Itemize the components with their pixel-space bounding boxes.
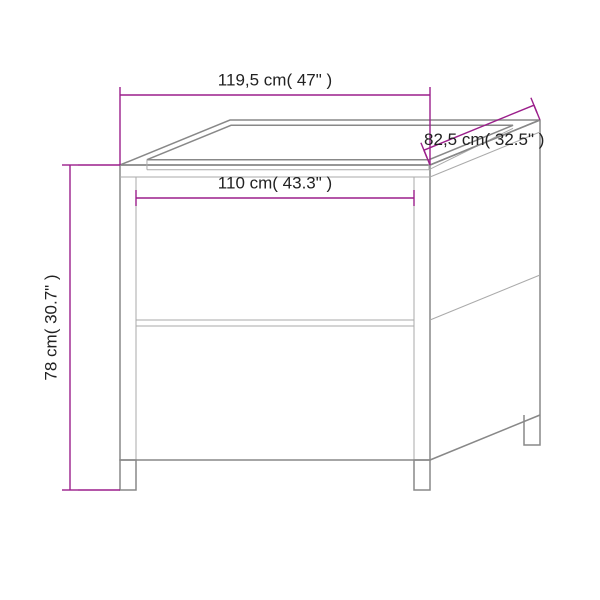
dim-height-label: 78 cm( 30.7" )	[41, 274, 60, 380]
dim-width-label: 119,5 cm( 47" )	[218, 70, 332, 89]
dim-inner-label: 110 cm( 43.3" )	[218, 173, 332, 192]
dimension-labels: 119,5 cm( 47" ) 110 cm( 43.3" ) 82,5 cm( 3…	[41, 70, 544, 380]
dim-depth-label: 82,5 cm( 32.5" )	[424, 130, 544, 149]
